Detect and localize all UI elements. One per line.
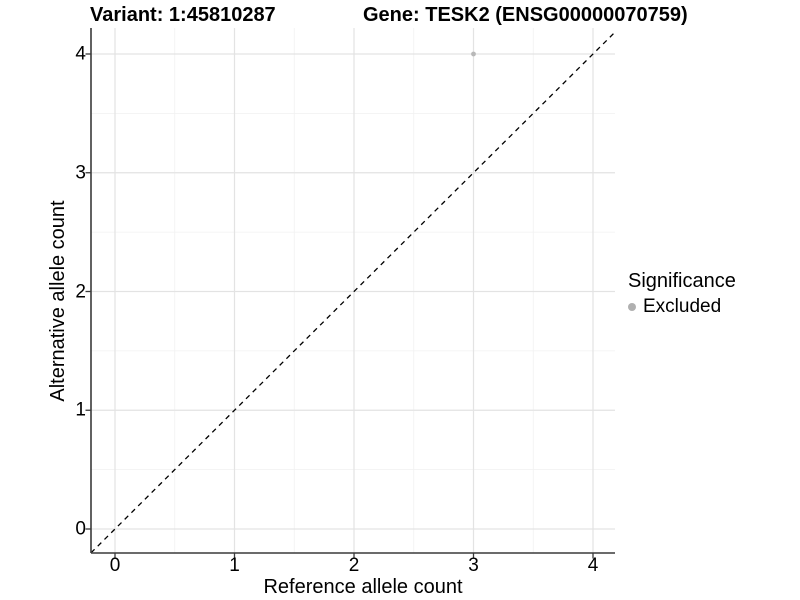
- x-tick-label: 2: [348, 555, 360, 576]
- y-tick-label: 0: [75, 518, 86, 540]
- x-tick-label: 1: [229, 555, 240, 576]
- x-tick-label: 4: [587, 555, 599, 576]
- legend-item-label: Excluded: [643, 296, 722, 317]
- plot-title-variant: Variant: 1:45810287: [90, 4, 276, 26]
- x-axis-title: Reference allele count: [263, 576, 463, 598]
- excluded-marker-icon: [628, 302, 636, 311]
- y-tick-label: 2: [75, 281, 86, 302]
- plot-title-gene: Gene: TESK2 (ENSG00000070759): [363, 4, 688, 26]
- data-point: [471, 51, 476, 57]
- x-tick-label: 3: [468, 555, 479, 576]
- y-tick-label: 1: [75, 399, 86, 421]
- x-tick-label: 0: [109, 555, 121, 576]
- legend-title: Significance: [628, 270, 736, 292]
- y-tick-label: 4: [75, 43, 86, 65]
- y-axis-title: Alternative allele count: [47, 200, 69, 402]
- legend-item-excluded: Excluded: [628, 296, 736, 317]
- y-tick-label: 3: [75, 162, 86, 184]
- legend: Significance Excluded: [628, 269, 736, 317]
- identity-line: [90, 31, 616, 554]
